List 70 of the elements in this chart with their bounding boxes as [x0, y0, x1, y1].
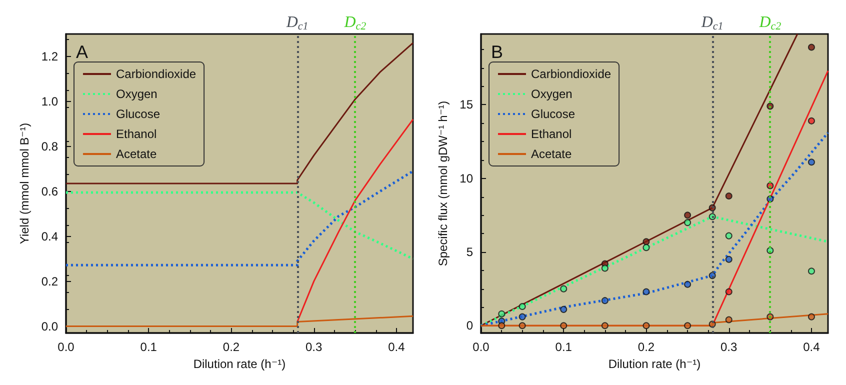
point — [725, 232, 732, 240]
y-axis-title: Yield (mmol mmol B⁻¹) — [17, 122, 32, 244]
line-series — [64, 191, 414, 260]
y-tick-label: 0.0 — [41, 319, 58, 334]
legend-label: Ethanol — [116, 127, 157, 141]
point — [560, 322, 568, 330]
point — [725, 316, 732, 324]
y-tick-label: 0.6 — [41, 184, 58, 198]
y-tick-label: 0.4 — [41, 229, 58, 244]
x-tick-label: 0.1 — [555, 340, 572, 354]
point — [684, 212, 692, 219]
y-tick-label: 10 — [460, 171, 474, 186]
point — [560, 306, 568, 313]
point — [642, 238, 650, 246]
y-tick-label: 1.0 — [41, 94, 58, 108]
point — [684, 219, 692, 226]
point — [498, 310, 506, 318]
legend-label: Glucose — [531, 107, 576, 121]
x-tick-label: 0.2 — [222, 340, 240, 354]
point — [498, 322, 506, 330]
point — [601, 264, 608, 272]
point — [684, 280, 692, 288]
point — [642, 244, 650, 252]
point — [725, 192, 732, 200]
point — [808, 117, 815, 124]
point — [642, 288, 650, 296]
point — [518, 322, 526, 330]
x-tick-label: 0.3 — [306, 340, 323, 354]
x-tick-label: 0.1 — [140, 340, 158, 354]
point — [808, 44, 815, 51]
y-tick-label: 1.2 — [41, 49, 58, 64]
x-tick-label: 0.3 — [720, 340, 738, 354]
chart-title: A — [76, 42, 88, 62]
line-series — [296, 118, 414, 323]
legend-label: Ethanol — [531, 127, 572, 141]
point — [518, 302, 526, 310]
y-axis-title: Specific flux (mmol gDW⁻¹ h⁻¹) — [436, 100, 450, 266]
point — [642, 322, 650, 330]
legend-label: Glucose — [116, 107, 160, 121]
legend-label: Acetate — [116, 147, 158, 161]
point — [601, 297, 608, 304]
x-tick-label: 0.4 — [803, 340, 820, 354]
y-tick-label: 0.8 — [41, 139, 58, 154]
legend-label: Oxygen — [116, 87, 158, 101]
point — [808, 158, 815, 166]
point — [684, 322, 692, 330]
legend-label: Carbiondioxide — [116, 67, 196, 81]
legend-label: Oxygen — [531, 87, 572, 101]
line-series — [65, 42, 414, 184]
x-tick-label: 0.2 — [638, 340, 655, 354]
legend-label: Acetate — [531, 147, 572, 161]
point — [601, 322, 608, 330]
x-tick-label: 0.4 — [388, 340, 406, 354]
y-tick-label: 0.2 — [41, 274, 58, 288]
line-series — [64, 170, 414, 266]
legend-label: Carbiondioxide — [531, 67, 612, 81]
point — [808, 268, 815, 275]
y-tick-label: 0 — [466, 318, 474, 333]
point — [808, 313, 815, 320]
x-axis-title: Dilution rate (h⁻¹) — [608, 356, 701, 371]
x-axis-title: Dilution rate (h⁻¹) — [193, 356, 286, 371]
point — [725, 288, 732, 296]
point — [560, 285, 568, 292]
y-tick-label: 5 — [466, 244, 474, 259]
point — [518, 313, 526, 320]
line-series — [480, 131, 830, 327]
y-tick-label: 15 — [460, 98, 474, 112]
text: B — [491, 42, 504, 62]
point — [725, 256, 732, 263]
x-tick-label: 0.0 — [58, 340, 75, 354]
